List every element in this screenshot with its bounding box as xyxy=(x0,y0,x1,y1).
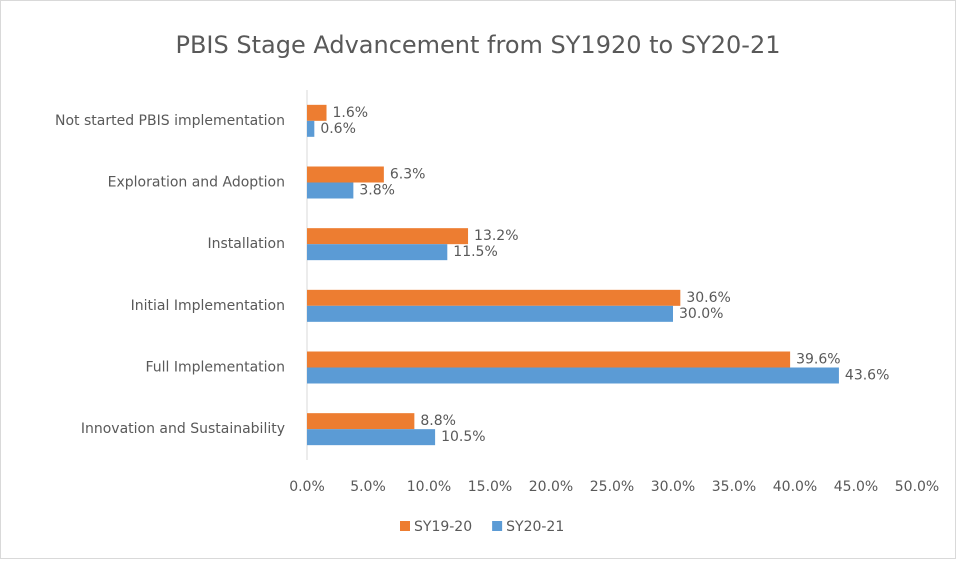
data-label: 13.2% xyxy=(474,228,518,244)
bar xyxy=(307,429,436,446)
y-tick-label: Not started PBIS implementation xyxy=(55,113,285,129)
x-tick-label: 15.0% xyxy=(468,479,512,495)
y-tick-label: Innovation and Sustainability xyxy=(81,421,285,437)
data-label: 30.0% xyxy=(679,306,723,322)
x-tick-label: 10.0% xyxy=(407,479,451,495)
bar xyxy=(307,104,327,121)
legend-swatch xyxy=(400,521,410,531)
bar xyxy=(307,351,791,368)
y-tick-label: Full Implementation xyxy=(145,360,285,376)
y-tick-label: Installation xyxy=(207,236,285,252)
x-tick-label: 35.0% xyxy=(712,479,756,495)
data-label: 43.6% xyxy=(845,368,889,384)
data-label: 10.5% xyxy=(441,429,485,445)
data-label: 6.3% xyxy=(390,167,426,183)
data-label: 3.8% xyxy=(359,183,395,199)
legend-label: SY20-21 xyxy=(506,519,564,535)
x-tick-label: 5.0% xyxy=(350,479,386,495)
x-tick-label: 45.0% xyxy=(834,479,878,495)
bar xyxy=(307,305,673,322)
data-label: 1.6% xyxy=(333,105,369,121)
data-label: 11.5% xyxy=(453,244,497,260)
x-tick-label: 30.0% xyxy=(651,479,695,495)
legend-swatch xyxy=(492,521,503,531)
y-tick-label: Initial Implementation xyxy=(131,298,285,314)
y-tick-label: Exploration and Adoption xyxy=(108,175,285,191)
x-tick-label: 50.0% xyxy=(895,479,939,495)
data-label: 39.6% xyxy=(796,352,840,368)
bar xyxy=(307,413,415,430)
bar xyxy=(307,166,384,183)
data-label: 8.8% xyxy=(420,413,456,429)
data-label: 0.6% xyxy=(320,121,356,137)
x-tick-label: 25.0% xyxy=(590,479,634,495)
x-tick-label: 20.0% xyxy=(529,479,573,495)
bar xyxy=(307,120,315,137)
bar xyxy=(307,289,681,306)
bar xyxy=(307,244,448,261)
legend-label: SY19-20 xyxy=(414,519,472,535)
data-label: 30.6% xyxy=(686,290,730,306)
bar xyxy=(307,228,469,245)
x-tick-label: 0.0% xyxy=(289,479,325,495)
bar xyxy=(307,367,839,384)
chart-title: PBIS Stage Advancement from SY1920 to SY… xyxy=(175,31,780,59)
bar xyxy=(307,182,354,199)
x-tick-label: 40.0% xyxy=(773,479,817,495)
